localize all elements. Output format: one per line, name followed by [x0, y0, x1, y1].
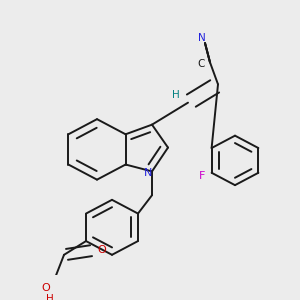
Text: O: O — [42, 283, 50, 293]
Text: F: F — [198, 171, 205, 182]
Text: H: H — [46, 294, 54, 300]
Text: H: H — [172, 90, 180, 100]
Text: N: N — [144, 168, 152, 178]
Text: O: O — [98, 245, 106, 255]
Text: C: C — [197, 59, 205, 69]
Text: N: N — [198, 33, 206, 43]
